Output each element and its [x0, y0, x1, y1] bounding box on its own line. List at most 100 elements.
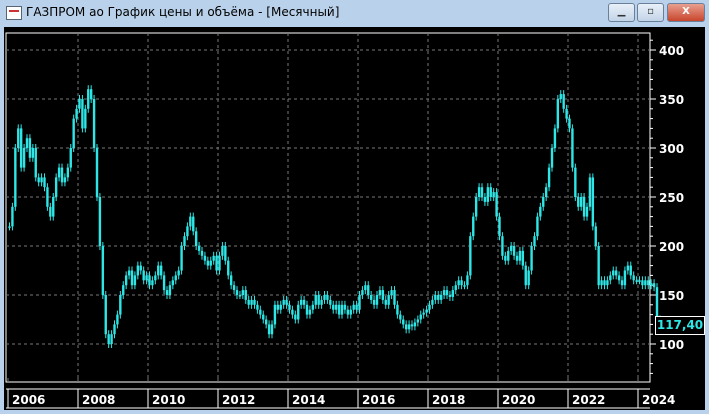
candle — [221, 246, 224, 256]
candle — [264, 319, 268, 325]
candle — [101, 246, 105, 295]
candle — [431, 299, 434, 305]
candle — [364, 285, 367, 291]
y-tick-label: 400 — [659, 44, 684, 58]
candle — [145, 275, 148, 281]
candle — [597, 246, 600, 286]
candle — [37, 177, 40, 183]
candle — [247, 299, 250, 305]
maximize-button[interactable]: ▫ — [637, 3, 664, 22]
candle — [52, 197, 55, 217]
x-tick-label: 2018 — [432, 393, 465, 407]
candle — [349, 309, 352, 315]
close-button[interactable]: X — [667, 3, 705, 22]
candle — [451, 290, 455, 297]
candle — [165, 290, 169, 295]
candle — [57, 167, 61, 178]
candle — [130, 270, 134, 286]
candle — [285, 299, 288, 305]
candle — [124, 275, 128, 286]
minimize-button[interactable]: ▁ — [608, 3, 635, 22]
candle — [14, 148, 17, 207]
candle — [655, 287, 659, 320]
candle — [87, 89, 90, 109]
candle — [425, 309, 428, 313]
candle — [151, 280, 154, 286]
candle — [585, 206, 589, 217]
candle — [530, 246, 533, 271]
candle — [434, 295, 437, 300]
candle — [641, 280, 644, 286]
candle — [638, 280, 641, 282]
candle — [323, 295, 326, 300]
candle — [49, 206, 52, 217]
candle — [206, 260, 210, 266]
candle — [227, 260, 230, 276]
candle — [294, 314, 297, 320]
candle — [148, 275, 151, 286]
candle — [536, 216, 539, 237]
candle — [629, 265, 632, 276]
candle — [218, 255, 221, 271]
candle — [273, 304, 277, 325]
candle — [358, 295, 361, 310]
candle — [92, 99, 96, 148]
plot-frame — [5, 32, 651, 383]
candle — [384, 299, 387, 305]
candle — [89, 89, 93, 99]
title-bar[interactable]: ГАЗПРОМ ао График цены и объёма - [Месяч… — [0, 0, 709, 27]
candle — [305, 304, 309, 315]
candle — [565, 108, 568, 119]
candle — [652, 283, 656, 288]
chart-canvas[interactable]: 100 150 200 250 300 350 400 2006 2008 2010 2012 201… — [4, 27, 705, 410]
price-chart[interactable]: 100 150 200 250 300 350 400 2006 2008 2010 2012 201… — [4, 27, 705, 410]
candle — [489, 187, 492, 197]
candle — [136, 265, 140, 276]
candle — [320, 299, 323, 305]
y-tick-label: 250 — [659, 191, 684, 205]
y-tick-label: 300 — [659, 142, 684, 156]
candle — [282, 299, 285, 305]
candle — [28, 138, 32, 158]
candle — [69, 148, 72, 168]
candle — [591, 177, 595, 227]
candle — [422, 312, 425, 315]
candle — [649, 283, 653, 286]
x-tick-label: 2022 — [572, 393, 605, 407]
candle — [291, 309, 294, 315]
candle — [480, 187, 484, 197]
candle — [626, 265, 630, 271]
candle — [262, 314, 265, 320]
candle — [527, 270, 530, 286]
candle — [17, 128, 20, 148]
maximize-icon: ▫ — [647, 6, 654, 17]
candle — [553, 128, 557, 148]
candle — [632, 275, 635, 281]
candle — [466, 275, 469, 286]
candle — [107, 334, 110, 344]
candle — [288, 304, 291, 310]
candle — [445, 290, 449, 295]
candle — [620, 280, 624, 286]
candle — [183, 236, 186, 246]
candle — [238, 295, 242, 297]
candle — [180, 246, 183, 271]
x-tick-label: 2020 — [502, 393, 535, 407]
candle — [215, 255, 218, 271]
candle — [483, 197, 487, 202]
candle — [574, 167, 577, 197]
candle — [186, 226, 189, 237]
candle — [229, 275, 233, 286]
candle — [474, 197, 478, 217]
current-price-label: 117,40 — [655, 316, 705, 335]
candle — [98, 197, 102, 246]
candle — [329, 299, 332, 305]
candle — [299, 299, 303, 305]
candle — [212, 255, 215, 261]
candle — [504, 255, 507, 261]
candle — [81, 99, 84, 129]
candle — [279, 304, 282, 310]
candle — [11, 206, 14, 227]
candle — [63, 177, 67, 183]
candle — [614, 270, 618, 276]
